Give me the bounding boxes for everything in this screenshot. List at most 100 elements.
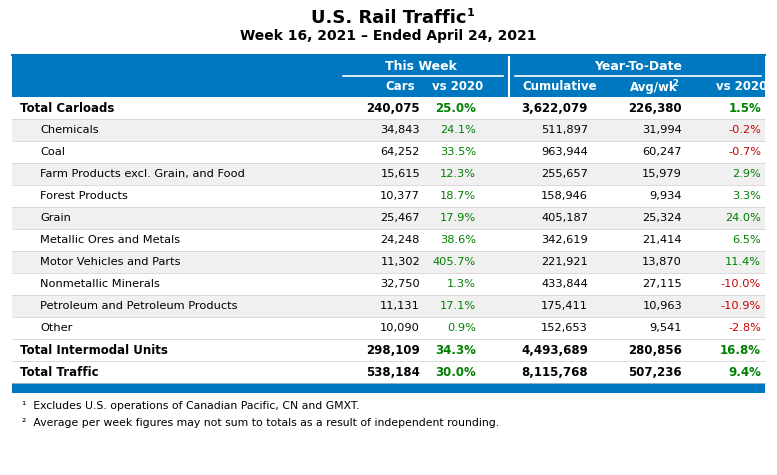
Text: 34,843: 34,843 — [381, 125, 420, 135]
Text: 342,619: 342,619 — [542, 235, 588, 245]
Bar — [12, 141, 765, 163]
Text: 32,750: 32,750 — [380, 279, 420, 289]
Text: 30.0%: 30.0% — [435, 365, 476, 379]
Text: 64,252: 64,252 — [381, 147, 420, 157]
Text: 12.3%: 12.3% — [440, 169, 476, 179]
Text: 38.6%: 38.6% — [440, 235, 476, 245]
Text: 298,109: 298,109 — [366, 343, 420, 357]
Text: ¹  Excludes U.S. operations of Canadian Pacific, CN and GMXT.: ¹ Excludes U.S. operations of Canadian P… — [22, 401, 360, 411]
Text: 1.3%: 1.3% — [447, 279, 476, 289]
Text: Petroleum and Petroleum Products: Petroleum and Petroleum Products — [40, 301, 238, 311]
Text: 9,541: 9,541 — [650, 323, 682, 333]
Text: 240,075: 240,075 — [367, 102, 420, 114]
Text: 24,248: 24,248 — [381, 235, 420, 245]
Bar — [12, 97, 765, 119]
Bar — [12, 207, 765, 229]
Bar — [12, 317, 765, 339]
Text: Total Traffic: Total Traffic — [20, 365, 99, 379]
Text: 25.0%: 25.0% — [435, 102, 476, 114]
Text: 9.4%: 9.4% — [728, 365, 761, 379]
Text: 27,115: 27,115 — [643, 279, 682, 289]
Text: Forest Products: Forest Products — [40, 191, 128, 201]
Text: 13,870: 13,870 — [642, 257, 682, 267]
Text: 16.8%: 16.8% — [720, 343, 761, 357]
Text: 15,979: 15,979 — [642, 169, 682, 179]
Text: 963,944: 963,944 — [542, 147, 588, 157]
Text: 17.1%: 17.1% — [440, 301, 476, 311]
Text: -10.9%: -10.9% — [721, 301, 761, 311]
Text: Avg/wk: Avg/wk — [630, 80, 678, 94]
Text: 15,615: 15,615 — [380, 169, 420, 179]
Text: Grain: Grain — [40, 213, 71, 223]
Bar — [12, 273, 765, 295]
Text: -10.0%: -10.0% — [721, 279, 761, 289]
Text: vs 2020: vs 2020 — [716, 80, 768, 94]
Text: Year-To-Date: Year-To-Date — [594, 59, 682, 73]
Text: Coal: Coal — [40, 147, 65, 157]
Text: 11.4%: 11.4% — [725, 257, 761, 267]
Bar — [12, 163, 765, 185]
Text: 405,187: 405,187 — [541, 213, 588, 223]
Text: U.S. Rail Traffic: U.S. Rail Traffic — [311, 9, 466, 27]
Text: 538,184: 538,184 — [366, 365, 420, 379]
Text: Metallic Ores and Metals: Metallic Ores and Metals — [40, 235, 180, 245]
Text: 158,946: 158,946 — [541, 191, 588, 201]
Bar — [12, 361, 765, 383]
Text: 34.3%: 34.3% — [435, 343, 476, 357]
Text: 17.9%: 17.9% — [440, 213, 476, 223]
Bar — [12, 339, 765, 361]
Text: Other: Other — [40, 323, 72, 333]
Text: 10,377: 10,377 — [380, 191, 420, 201]
Text: -0.2%: -0.2% — [728, 125, 761, 135]
Text: 255,657: 255,657 — [541, 169, 588, 179]
Text: Farm Products excl. Grain, and Food: Farm Products excl. Grain, and Food — [40, 169, 245, 179]
Text: 25,467: 25,467 — [381, 213, 420, 223]
Text: 3,622,079: 3,622,079 — [521, 102, 588, 114]
Text: 507,236: 507,236 — [629, 365, 682, 379]
Bar — [12, 229, 765, 251]
Text: Total Intermodal Units: Total Intermodal Units — [20, 343, 168, 357]
Bar — [12, 383, 765, 393]
Text: 11,131: 11,131 — [380, 301, 420, 311]
Text: -0.7%: -0.7% — [728, 147, 761, 157]
Text: 24.1%: 24.1% — [440, 125, 476, 135]
Text: Motor Vehicles and Parts: Motor Vehicles and Parts — [40, 257, 180, 267]
Text: Nonmetallic Minerals: Nonmetallic Minerals — [40, 279, 160, 289]
Text: 3.3%: 3.3% — [732, 191, 761, 201]
Text: 10,963: 10,963 — [643, 301, 682, 311]
Text: 280,856: 280,856 — [628, 343, 682, 357]
Text: 0.9%: 0.9% — [447, 323, 476, 333]
Bar — [12, 185, 765, 207]
Bar — [12, 77, 765, 97]
Bar — [12, 251, 765, 273]
Text: 4,493,689: 4,493,689 — [521, 343, 588, 357]
Text: Chemicals: Chemicals — [40, 125, 99, 135]
Text: 8,115,768: 8,115,768 — [521, 365, 588, 379]
Text: 221,921: 221,921 — [542, 257, 588, 267]
Text: 31,994: 31,994 — [643, 125, 682, 135]
Text: vs 2020: vs 2020 — [432, 80, 483, 94]
Text: 2: 2 — [672, 78, 678, 87]
Text: This Week: This Week — [385, 59, 457, 73]
Text: Total Carloads: Total Carloads — [20, 102, 114, 114]
Text: 511,897: 511,897 — [541, 125, 588, 135]
Text: 21,414: 21,414 — [643, 235, 682, 245]
Bar — [12, 295, 765, 317]
Text: Cumulative: Cumulative — [523, 80, 598, 94]
Text: 60,247: 60,247 — [643, 147, 682, 157]
Text: 6.5%: 6.5% — [732, 235, 761, 245]
Text: Cars: Cars — [385, 80, 415, 94]
Text: 24.0%: 24.0% — [725, 213, 761, 223]
Text: -2.8%: -2.8% — [728, 323, 761, 333]
Bar — [12, 119, 765, 141]
Text: 10,090: 10,090 — [380, 323, 420, 333]
Bar — [12, 55, 765, 77]
Text: 18.7%: 18.7% — [440, 191, 476, 201]
Text: 1: 1 — [466, 8, 474, 18]
Text: 25,324: 25,324 — [643, 213, 682, 223]
Text: 175,411: 175,411 — [541, 301, 588, 311]
Text: 226,380: 226,380 — [629, 102, 682, 114]
Text: 1.5%: 1.5% — [728, 102, 761, 114]
Text: 433,844: 433,844 — [542, 279, 588, 289]
Text: 9,934: 9,934 — [650, 191, 682, 201]
